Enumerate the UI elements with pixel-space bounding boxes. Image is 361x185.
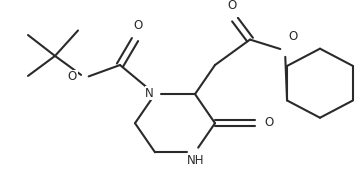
Text: NH: NH (187, 154, 205, 167)
Text: N: N (145, 87, 154, 100)
Text: O: O (68, 70, 77, 83)
Text: O: O (288, 30, 297, 43)
Text: O: O (227, 0, 236, 12)
Text: O: O (133, 19, 143, 32)
Text: O: O (264, 116, 273, 129)
